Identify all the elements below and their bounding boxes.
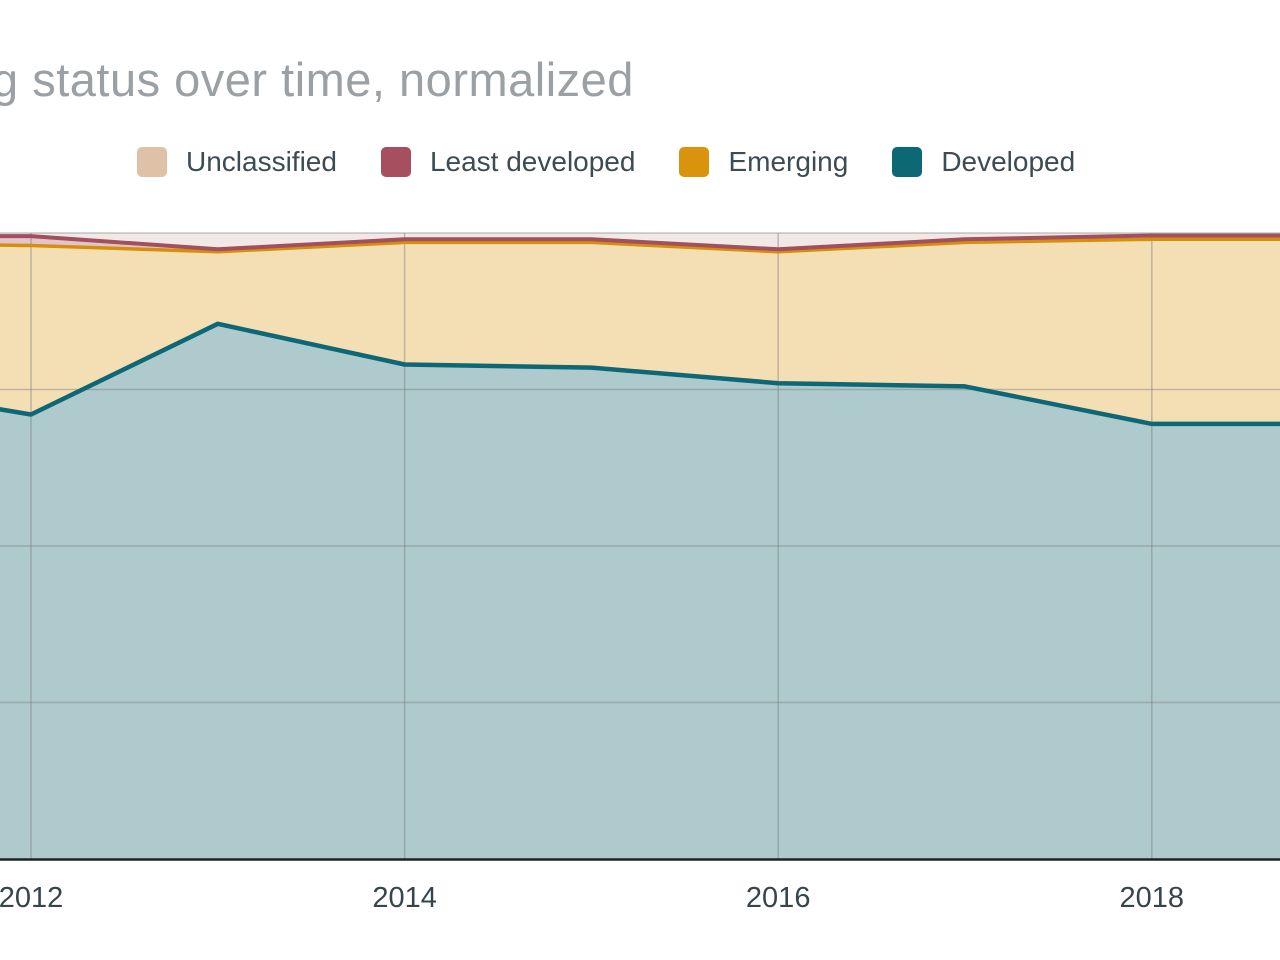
line-emerging [0,237,1280,254]
legend-label: Emerging [728,146,849,177]
legend-item-developed[interactable]: Developed [892,146,1075,178]
legend-item-least-developed[interactable]: Least developed [380,146,636,178]
x-axis-label: 2014 [372,882,437,914]
legend-swatch-icon [137,147,167,177]
chart-title: g status over time, normalized [0,53,634,106]
legend-swatch-icon [892,147,923,177]
line-developed [0,321,1280,427]
x-axis-label: 2016 [745,882,811,914]
x-axis-label: 2012 [0,882,64,914]
legend-item-emerging[interactable]: Emerging [679,146,848,178]
legend-label: Unclassified [186,146,337,177]
x-axis-label: 2018 [1119,882,1185,914]
legend-label: Developed [941,146,1076,177]
legend-swatch-icon [380,147,411,177]
legend-item-unclassified[interactable]: Unclassified [137,146,337,178]
area-emerging [0,239,1280,424]
legend-swatch-icon [679,147,710,177]
legend-label: Least developed [429,146,636,177]
legend: Unclassified Least developed Emerging Devel… [137,146,1075,178]
area-developed [0,323,1280,859]
line-least-developed [0,233,1280,252]
